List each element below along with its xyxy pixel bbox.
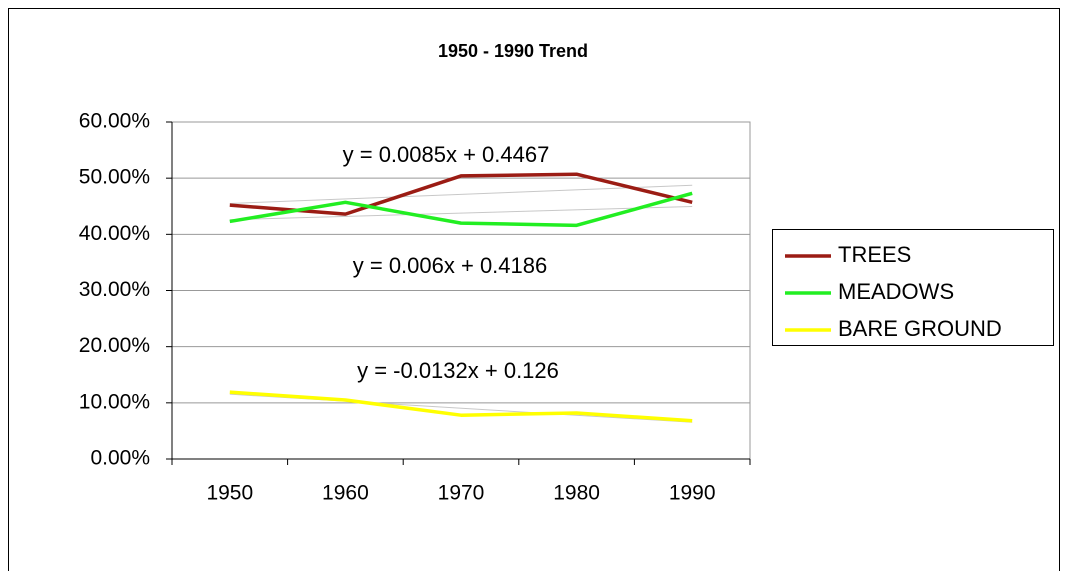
series-line [229, 191, 693, 228]
x-tick-label: 1960 [322, 482, 369, 505]
trend-equation: y = -0.0132x + 0.126 [357, 358, 559, 383]
trendline [229, 205, 693, 221]
y-tick-label: 0.00% [90, 447, 150, 470]
trendline [229, 184, 693, 204]
legend-label: BARE GROUND [838, 316, 1002, 341]
y-tick-label: 10.00% [79, 390, 150, 413]
legend-label: MEADOWS [838, 279, 954, 304]
legend-label: TREES [838, 242, 911, 267]
trend-equation: y = 0.006x + 0.4186 [353, 253, 548, 278]
y-tick-label: 60.00% [79, 110, 150, 133]
legend-box [772, 229, 1054, 346]
chart-title: 1950 - 1990 Trend [438, 41, 588, 61]
y-tick-label: 20.00% [79, 334, 150, 357]
x-tick-label: 1990 [669, 482, 716, 505]
y-tick-label: 40.00% [79, 222, 150, 245]
x-tick-label: 1970 [438, 482, 485, 505]
x-tick-label: 1980 [553, 482, 600, 505]
series-line [229, 390, 693, 423]
y-tick-label: 50.00% [79, 166, 150, 189]
x-tick-label: 1950 [206, 482, 253, 505]
series-line [229, 172, 693, 216]
trend-equation: y = 0.0085x + 0.4467 [343, 142, 550, 167]
y-tick-label: 30.00% [79, 278, 150, 301]
